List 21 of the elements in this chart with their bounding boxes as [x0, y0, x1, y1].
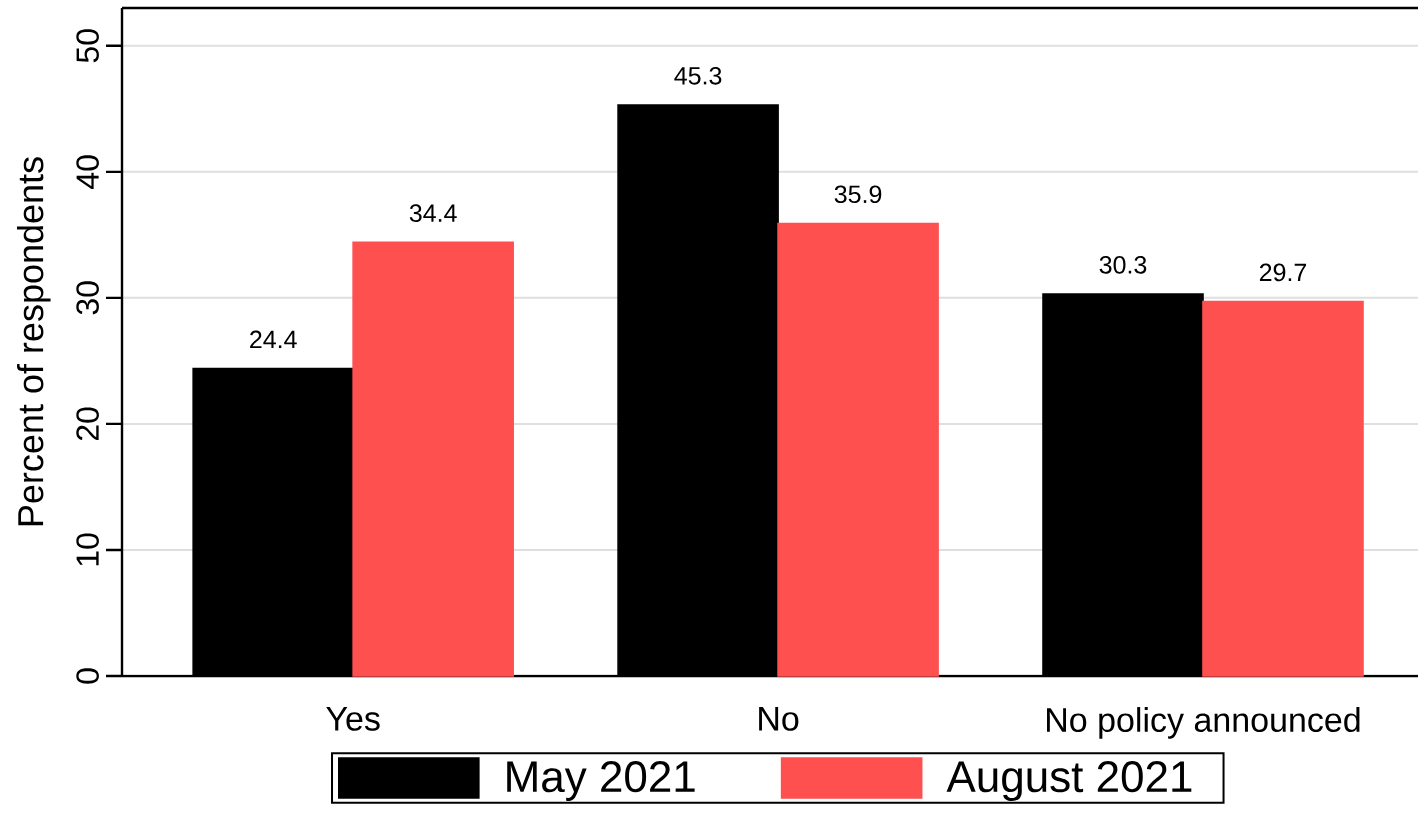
- bar: [352, 241, 514, 677]
- y-axis-title: Percent of respondents: [16, 157, 51, 526]
- y-tick-label: 30: [76, 281, 99, 315]
- data-label: 29.7: [1259, 263, 1307, 282]
- data-label: 34.4: [409, 204, 457, 223]
- y-tick-label: 50: [76, 29, 99, 63]
- y-tick-label: 0: [76, 668, 99, 684]
- x-tick-label: No: [759, 707, 799, 731]
- data-label: 30.3: [1099, 256, 1147, 274]
- y-tick-label: 40: [76, 155, 99, 189]
- y-tick-label: 10: [76, 533, 99, 566]
- x-tick-label: Yes: [326, 707, 380, 731]
- bar: [777, 222, 939, 677]
- data-label: 24.4: [250, 330, 297, 349]
- y-tick-label: 20: [76, 407, 99, 441]
- legend-label: August 2021: [946, 761, 1192, 801]
- x-tick-label: No policy announced: [1047, 707, 1360, 739]
- bar: [1202, 300, 1364, 677]
- data-label: 45.3: [674, 66, 722, 85]
- legend-label: May 2021: [507, 761, 695, 801]
- data-label: 35.9: [834, 185, 882, 204]
